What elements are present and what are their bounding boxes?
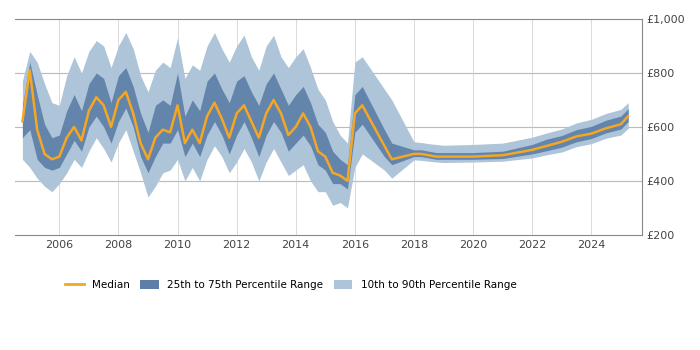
Legend: Median, 25th to 75th Percentile Range, 10th to 90th Percentile Range: Median, 25th to 75th Percentile Range, 1…	[61, 276, 521, 294]
